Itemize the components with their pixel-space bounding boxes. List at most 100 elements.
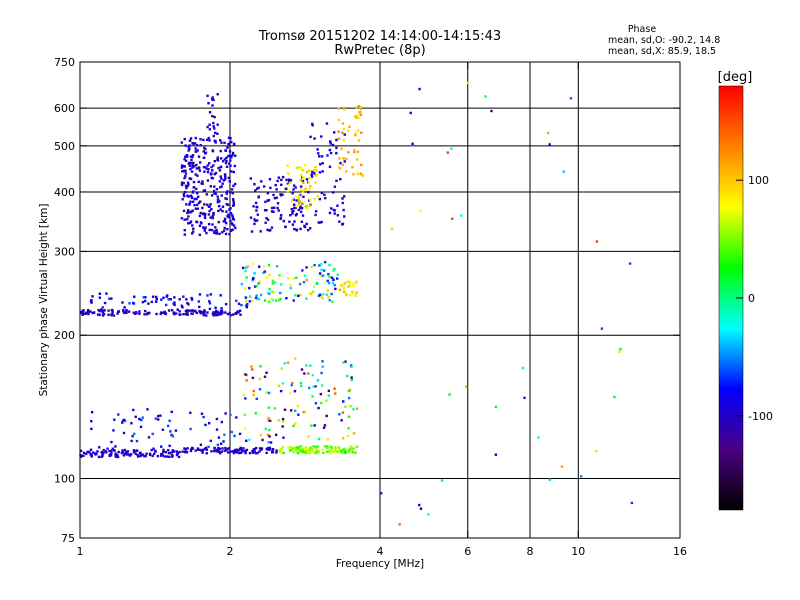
data-point <box>190 196 194 199</box>
data-point <box>85 452 88 456</box>
data-point <box>266 228 269 232</box>
data-point <box>114 452 117 455</box>
data-point <box>225 448 228 452</box>
data-point <box>199 200 202 203</box>
data-point <box>312 169 316 172</box>
data-point <box>295 446 298 449</box>
data-point <box>220 420 224 424</box>
data-point <box>270 210 274 213</box>
data-point <box>98 296 102 299</box>
data-point <box>217 209 220 213</box>
data-point <box>308 227 312 230</box>
data-point <box>275 265 279 268</box>
data-point <box>301 179 304 182</box>
data-point <box>206 294 209 297</box>
data-point <box>212 189 216 193</box>
data-point <box>205 452 208 455</box>
data-point <box>112 429 115 432</box>
data-point <box>206 170 210 174</box>
data-point <box>226 312 230 316</box>
data-point <box>114 454 117 457</box>
data-point <box>342 437 345 440</box>
data-point <box>319 392 323 396</box>
data-point <box>156 418 160 421</box>
data-point <box>144 454 147 458</box>
data-point <box>218 232 221 236</box>
data-point <box>122 309 125 312</box>
data-point <box>219 139 222 142</box>
data-point <box>244 373 247 376</box>
data-point <box>161 428 165 431</box>
data-point <box>195 163 198 167</box>
data-point <box>202 212 205 215</box>
data-point <box>112 314 116 317</box>
data-point <box>338 220 341 223</box>
data-point <box>334 287 337 291</box>
data-point <box>170 308 174 312</box>
data-point <box>220 307 223 310</box>
data-point <box>280 367 283 370</box>
data-point <box>349 447 352 451</box>
data-point <box>210 176 213 180</box>
data-point <box>328 450 331 453</box>
data-point <box>258 377 262 381</box>
data-point <box>274 433 278 437</box>
data-point <box>337 446 341 449</box>
data-point <box>214 226 217 229</box>
data-point <box>341 122 345 125</box>
data-point <box>253 285 257 288</box>
data-point <box>215 428 219 431</box>
data-point <box>316 445 319 448</box>
data-point <box>304 189 307 192</box>
data-point <box>250 365 253 368</box>
data-point <box>186 181 190 184</box>
data-point <box>219 165 223 169</box>
data-point <box>351 290 354 294</box>
data-point <box>262 185 266 188</box>
data-point <box>344 293 348 296</box>
data-point <box>450 147 453 150</box>
data-point <box>219 186 222 189</box>
data-point <box>195 167 199 170</box>
data-point <box>102 312 106 316</box>
data-point <box>345 170 348 173</box>
data-point <box>244 269 247 273</box>
data-point <box>224 161 228 165</box>
data-point <box>252 393 255 397</box>
data-point <box>217 448 221 451</box>
data-point <box>282 436 285 439</box>
data-point <box>172 311 176 314</box>
data-point <box>121 301 124 304</box>
data-point <box>232 451 236 455</box>
data-point <box>216 198 220 201</box>
data-point <box>220 309 224 313</box>
data-point <box>314 402 318 405</box>
data-point <box>315 281 319 285</box>
data-point <box>122 454 126 457</box>
data-point <box>325 122 329 125</box>
data-point <box>379 492 383 495</box>
data-point <box>203 216 207 220</box>
data-point <box>464 385 468 388</box>
data-point <box>210 98 214 101</box>
y-tick-label: 100 <box>54 473 75 486</box>
data-point <box>193 142 197 145</box>
data-point <box>299 293 302 297</box>
data-point <box>295 212 298 216</box>
data-point <box>302 181 305 185</box>
data-point <box>219 149 222 153</box>
data-point <box>356 129 360 132</box>
data-point <box>87 450 90 454</box>
data-point <box>580 475 583 478</box>
data-point <box>198 169 202 172</box>
data-point <box>227 154 230 158</box>
data-point <box>254 219 257 223</box>
data-point <box>260 447 264 450</box>
data-point <box>523 396 526 400</box>
data-point <box>340 147 343 151</box>
data-point <box>279 216 283 220</box>
data-point <box>199 211 202 215</box>
data-point <box>223 449 226 453</box>
data-point <box>136 455 140 458</box>
data-point <box>229 211 233 215</box>
